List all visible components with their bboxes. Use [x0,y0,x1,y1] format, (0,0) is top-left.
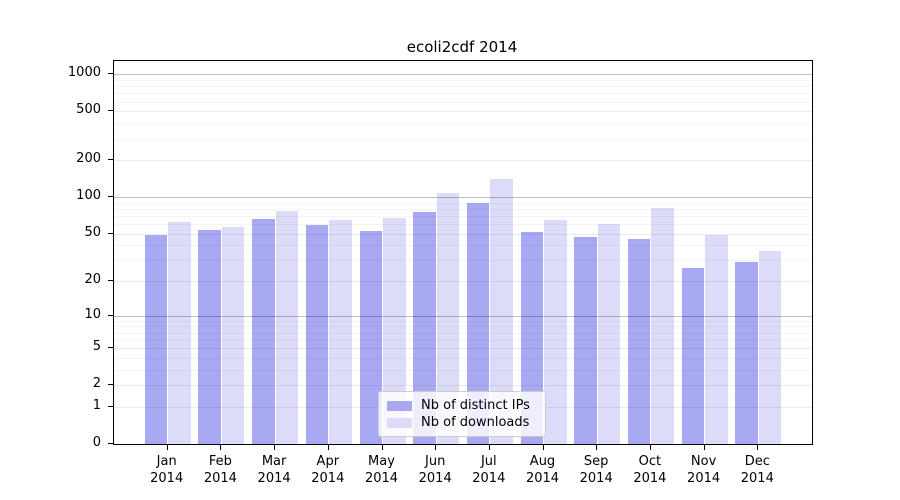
ytick-label-500: 500 [76,102,101,118]
bar-downloads-dec [758,250,782,444]
ytick-mark-5 [108,347,113,349]
ytick-label-20: 20 [84,272,101,288]
xtick-mark-dec [757,445,759,450]
legend: Nb of distinct IPs Nb of downloads [378,391,546,437]
bar-ips-jan [144,234,168,444]
ytick-mark-10 [108,314,113,316]
bar-ips-feb [198,229,221,444]
xtick-label-dec: Dec 2014 [740,454,774,486]
bar-ips-sep [574,236,597,444]
bar-ips-aug [520,231,543,444]
xtick-mark-mar [274,445,276,450]
bar-downloads-jan [168,221,191,444]
legend-label-downloads: Nb of downloads [421,415,530,430]
bar-ips-nov [681,267,705,444]
xtick-mark-jul [488,445,490,450]
xtick-mark-aug [542,445,544,450]
ytick-mark-0 [108,443,113,444]
bar-ips-may [359,230,382,444]
ytick-label-10: 10 [84,306,101,322]
ytick-label-2: 2 [92,376,101,392]
ytick-mark-1 [108,405,113,407]
bar-ips-dec [735,262,758,444]
xtick-label-aug: Aug 2014 [525,454,560,486]
xtick-label-oct: Oct 2014 [633,454,667,486]
xtick-mark-apr [327,445,329,450]
bar-downloads-aug [544,219,567,444]
xtick-label-jul: Jul 2014 [472,454,506,486]
xtick-label-jun: Jun 2014 [418,454,452,486]
ytick-label-50: 50 [84,224,101,240]
xtick-mark-jun [435,445,437,450]
ytick-mark-50 [108,232,113,234]
bar-downloads-apr [329,219,352,444]
legend-item-downloads: Nb of downloads [387,414,538,431]
xtick-label-nov: Nov 2014 [687,454,721,486]
legend-label-distinct-ips: Nb of distinct IPs [421,398,530,413]
bar-ips-jul [466,202,490,444]
legend-swatch-downloads [387,417,412,428]
bar-downloads-sep [597,224,621,444]
bar-ips-oct [627,239,651,444]
bars-layer [114,61,812,444]
ytick-label-0: 0 [92,435,101,450]
ytick-mark-20 [108,280,113,282]
xtick-mark-nov [703,445,705,450]
xtick-mark-jan [166,445,168,450]
xtick-label-mar: Mar 2014 [257,454,291,486]
xtick-label-sep: Sep 2014 [579,454,613,486]
bar-ips-jun [413,212,436,444]
ytick-mark-500 [108,110,113,112]
bar-downloads-oct [651,207,674,444]
ytick-label-1000: 1000 [67,65,101,81]
chart-title: ecoli2cdf 2014 [406,38,518,56]
bar-ips-mar [252,219,275,444]
ytick-mark-200 [108,159,113,161]
xtick-mark-may [381,445,383,450]
ytick-mark-100 [108,196,113,198]
xtick-label-feb: Feb 2014 [203,454,237,486]
bar-ips-apr [305,224,329,444]
ytick-mark-2 [108,384,113,386]
legend-item-distinct-ips: Nb of distinct IPs [387,397,538,414]
bar-downloads-nov [705,234,728,444]
bar-downloads-feb [221,226,245,444]
ytick-label-200: 200 [76,151,101,167]
plot-area [113,60,813,445]
xtick-mark-oct [649,445,651,450]
ytick-label-1: 1 [92,397,101,413]
bar-downloads-jul [490,179,513,444]
bar-downloads-mar [275,210,299,444]
bar-downloads-may [383,218,406,444]
ytick-label-100: 100 [76,188,101,204]
xtick-label-apr: Apr 2014 [311,454,345,486]
xtick-label-jan: Jan 2014 [150,454,184,486]
xtick-label-may: May 2014 [364,454,399,486]
legend-swatch-distinct-ips [387,400,412,411]
xtick-mark-feb [220,445,222,450]
ytick-mark-1000 [108,73,113,75]
ytick-label-5: 5 [92,339,101,355]
bar-downloads-jun [436,192,460,444]
xtick-mark-sep [596,445,598,450]
